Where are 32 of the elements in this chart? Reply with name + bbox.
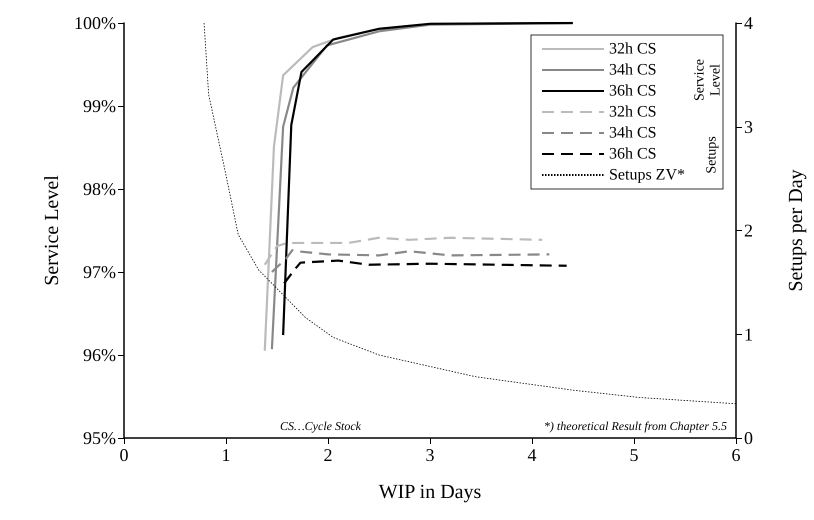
y-axis-title: Service Level — [41, 174, 63, 286]
annotation: Service Level — [692, 59, 724, 101]
y-tick-label: 100% — [74, 13, 116, 33]
x-tick-label: 3 — [426, 445, 434, 465]
annotation: CS…Cycle Stock — [280, 419, 362, 433]
y-tick-label: 96% — [83, 345, 116, 365]
legend-label: Setups ZV* — [609, 166, 685, 184]
annotation: *) theoretical Result from Chapter 5.5 — [544, 419, 727, 433]
y2-tick-label: 2 — [744, 220, 753, 240]
y2-tick-label: 1 — [744, 324, 753, 344]
x-tick-label: 1 — [222, 445, 230, 465]
legend-label: 32h CS — [609, 104, 657, 120]
legend-label: 36h CS — [609, 82, 657, 100]
y2-tick-label: 4 — [744, 13, 753, 33]
y-tick-label: 98% — [83, 179, 116, 199]
y-tick-label: 95% — [83, 428, 116, 448]
x-tick-label: 4 — [528, 445, 536, 465]
y2-axis-title: Setups per Day — [785, 169, 807, 292]
x-axis-title: WIP in Days — [378, 481, 482, 503]
y-tick-label: 97% — [83, 262, 116, 282]
annotation: Setups — [704, 136, 720, 174]
x-tick-label: 5 — [630, 445, 638, 465]
y2-tick-label: 0 — [744, 428, 753, 448]
legend-label: 34h CS — [609, 124, 657, 142]
y2-tick-label: 3 — [744, 116, 753, 137]
legend-label: 34h CS — [609, 62, 657, 78]
x-tick-label: 0 — [120, 445, 128, 465]
legend-label: 32h CS — [609, 40, 657, 58]
x-tick-label: 6 — [732, 445, 740, 465]
x-tick-label: 2 — [324, 445, 332, 465]
y-tick-label: 99% — [83, 96, 116, 116]
legend-label: 36h CS — [609, 146, 657, 162]
